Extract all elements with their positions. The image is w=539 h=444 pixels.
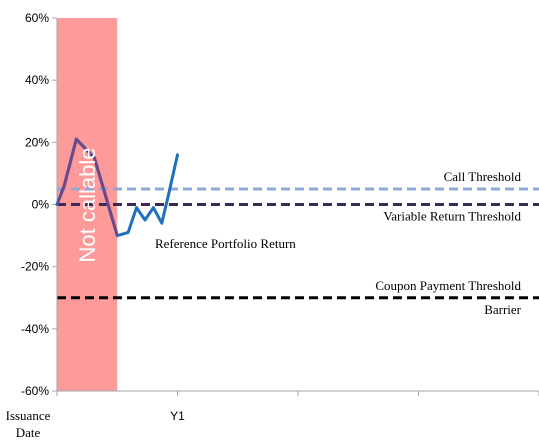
y-tick-label: 60% <box>25 11 49 25</box>
y-tick-label: -20% <box>21 260 49 274</box>
labels-layer: 60% 40% 20% 0% -20% -40% -60% Issuance Date Y1 Ref… <box>6 11 522 440</box>
y-tick-label: 0% <box>32 198 50 212</box>
threshold-label-1: Variable Return Threshold <box>383 209 521 224</box>
y-tick-label: 40% <box>25 73 49 87</box>
threshold-label-0: Call Threshold <box>444 169 522 184</box>
threshold-label-2: Coupon Payment Threshold <box>375 278 521 293</box>
y-tick-label: -60% <box>21 384 49 398</box>
x-tick-label: Y1 <box>170 409 185 423</box>
x-tick-label: Issuance <box>6 408 51 423</box>
y-tick-label: -40% <box>21 322 49 336</box>
series-layer <box>55 137 179 238</box>
threshold-label-3: Barrier <box>484 302 521 317</box>
threshold-lines-layer <box>57 187 539 300</box>
series-label: Reference Portfolio Return <box>155 236 296 251</box>
series-line-overlay-0 <box>57 137 118 238</box>
x-tick-label: Date <box>16 425 41 440</box>
not-callable-label: Not callable <box>75 148 100 263</box>
axes-layer <box>52 17 539 396</box>
y-tick-label: 20% <box>25 135 49 149</box>
